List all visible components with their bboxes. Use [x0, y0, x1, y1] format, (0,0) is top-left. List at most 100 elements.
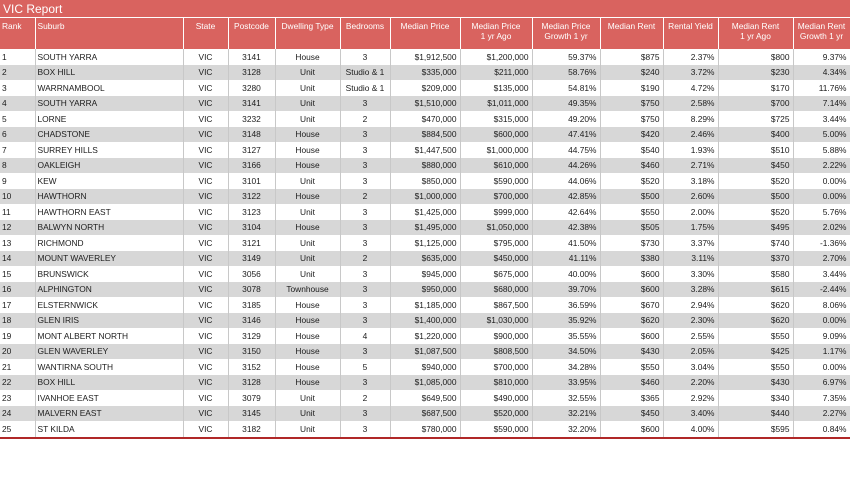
cell-median-price-1yr: $680,000 — [460, 281, 533, 297]
cell-median-rent-growth: 2.22% — [793, 157, 850, 173]
cell-suburb: BOX HILL — [35, 64, 184, 80]
cell-postcode: 3122 — [228, 188, 276, 204]
cell-suburb: GLEN WAVERLEY — [35, 343, 184, 359]
cell-median-price: $1,495,000 — [390, 219, 461, 235]
cell-median-price-1yr: $808,500 — [460, 343, 533, 359]
cell-rank: 19 — [0, 328, 36, 344]
cell-median-price-growth: 42.38% — [532, 219, 601, 235]
cell-rank: 15 — [0, 266, 36, 282]
cell-bedrooms: 3 — [340, 142, 391, 158]
cell-rank: 3 — [0, 80, 36, 96]
cell-median-price-growth: 35.55% — [532, 328, 601, 344]
cell-median-price: $335,000 — [390, 64, 461, 80]
cell-suburb: MOUNT WAVERLEY — [35, 250, 184, 266]
cell-median-rent-1yr: $425 — [718, 343, 794, 359]
cell-suburb: ST KILDA — [35, 421, 184, 439]
header-median-price-1yr: Median Price 1 yr Ago — [460, 18, 533, 49]
cell-postcode: 3280 — [228, 80, 276, 96]
header-bedrooms: Bedrooms — [340, 18, 391, 49]
cell-median-price: $1,220,000 — [390, 328, 461, 344]
cell-dwelling-type: House — [275, 312, 341, 328]
table-row: 6 CHADSTONE VIC 3148 House 3 $884,500 $600,000 4… — [0, 126, 850, 142]
header-median-rent-growth-line2: Growth 1 yr — [799, 31, 844, 41]
cell-median-price-growth: 32.55% — [532, 390, 601, 406]
cell-dwelling-type: House — [275, 374, 341, 390]
cell-median-rent-1yr: $440 — [718, 405, 794, 421]
header-median-rent-1yr-line1: Median Rent — [731, 21, 780, 31]
table-row: 7 SURREY HILLS VIC 3127 House 3 $1,447,500 $1,0… — [0, 142, 850, 158]
cell-median-rent: $430 — [600, 343, 664, 359]
cell-state: VIC — [183, 235, 229, 251]
cell-median-rent-1yr: $620 — [718, 312, 794, 328]
cell-rank: 10 — [0, 188, 36, 204]
cell-median-rent-growth: 0.00% — [793, 312, 850, 328]
cell-rental-yield: 3.11% — [663, 250, 719, 266]
cell-rental-yield: 2.00% — [663, 204, 719, 220]
cell-median-price-growth: 41.50% — [532, 235, 601, 251]
cell-median-rent: $190 — [600, 80, 664, 96]
cell-bedrooms: 3 — [340, 235, 391, 251]
cell-median-rent: $620 — [600, 312, 664, 328]
cell-rank: 25 — [0, 421, 36, 439]
cell-suburb: LORNE — [35, 111, 184, 127]
cell-median-rent-growth: 0.00% — [793, 188, 850, 204]
cell-postcode: 3145 — [228, 405, 276, 421]
cell-postcode: 3128 — [228, 374, 276, 390]
header-median-price-1yr-line1: Median Price — [471, 21, 521, 31]
cell-bedrooms: 4 — [340, 328, 391, 344]
cell-dwelling-type: Unit — [275, 64, 341, 80]
cell-median-rent-1yr: $500 — [718, 188, 794, 204]
cell-postcode: 3150 — [228, 343, 276, 359]
cell-dwelling-type: Unit — [275, 405, 341, 421]
cell-median-price-growth: 42.85% — [532, 188, 601, 204]
cell-rank: 8 — [0, 157, 36, 173]
cell-median-rent: $600 — [600, 281, 664, 297]
cell-state: VIC — [183, 173, 229, 189]
cell-median-price: $1,087,500 — [390, 343, 461, 359]
cell-state: VIC — [183, 49, 229, 65]
cell-dwelling-type: House — [275, 157, 341, 173]
cell-postcode: 3146 — [228, 312, 276, 328]
table-row: 4 SOUTH YARRA VIC 3141 Unit 3 $1,510,000 $1,011… — [0, 95, 850, 111]
vic-report: VIC Report Rank Suburb State Postcode Dw… — [0, 0, 850, 439]
cell-rental-yield: 2.94% — [663, 297, 719, 313]
cell-state: VIC — [183, 359, 229, 375]
cell-bedrooms: Studio & 1 — [340, 80, 391, 96]
cell-dwelling-type: Unit — [275, 235, 341, 251]
cell-median-price-1yr: $700,000 — [460, 188, 533, 204]
cell-dwelling-type: Unit — [275, 250, 341, 266]
cell-median-price: $1,425,000 — [390, 204, 461, 220]
cell-rank: 13 — [0, 235, 36, 251]
cell-median-price-1yr: $675,000 — [460, 266, 533, 282]
cell-postcode: 3127 — [228, 142, 276, 158]
table-row: 5 LORNE VIC 3232 Unit 2 $470,000 $315,000 49.20%… — [0, 111, 850, 127]
cell-suburb: RICHMOND — [35, 235, 184, 251]
cell-state: VIC — [183, 142, 229, 158]
cell-median-price: $945,000 — [390, 266, 461, 282]
cell-rental-yield: 2.58% — [663, 95, 719, 111]
cell-dwelling-type: House — [275, 142, 341, 158]
cell-suburb: GLEN IRIS — [35, 312, 184, 328]
cell-median-rent-1yr: $340 — [718, 390, 794, 406]
cell-median-rent: $550 — [600, 359, 664, 375]
header-median-price-growth: Median Price Growth 1 yr — [532, 18, 601, 49]
cell-suburb: HAWTHORN EAST — [35, 204, 184, 220]
table-row: 15 BRUNSWICK VIC 3056 Unit 3 $945,000 $675,000 4… — [0, 266, 850, 282]
table-row: 21 WANTIRNA SOUTH VIC 3152 House 5 $940,000 $70… — [0, 359, 850, 375]
cell-median-price-1yr: $600,000 — [460, 126, 533, 142]
cell-median-price-growth: 39.70% — [532, 281, 601, 297]
cell-dwelling-type: Unit — [275, 390, 341, 406]
cell-dwelling-type: Unit — [275, 80, 341, 96]
cell-suburb: ELSTERNWICK — [35, 297, 184, 313]
cell-state: VIC — [183, 126, 229, 142]
cell-median-price-growth: 59.37% — [532, 49, 601, 65]
report-title: VIC Report — [0, 0, 850, 18]
cell-dwelling-type: House — [275, 343, 341, 359]
cell-rank: 18 — [0, 312, 36, 328]
cell-median-rent: $875 — [600, 49, 664, 65]
cell-median-price-1yr: $590,000 — [460, 173, 533, 189]
cell-median-rent-growth: 1.17% — [793, 343, 850, 359]
cell-median-price: $687,500 — [390, 405, 461, 421]
cell-suburb: MONT ALBERT NORTH — [35, 328, 184, 344]
cell-suburb: SURREY HILLS — [35, 142, 184, 158]
